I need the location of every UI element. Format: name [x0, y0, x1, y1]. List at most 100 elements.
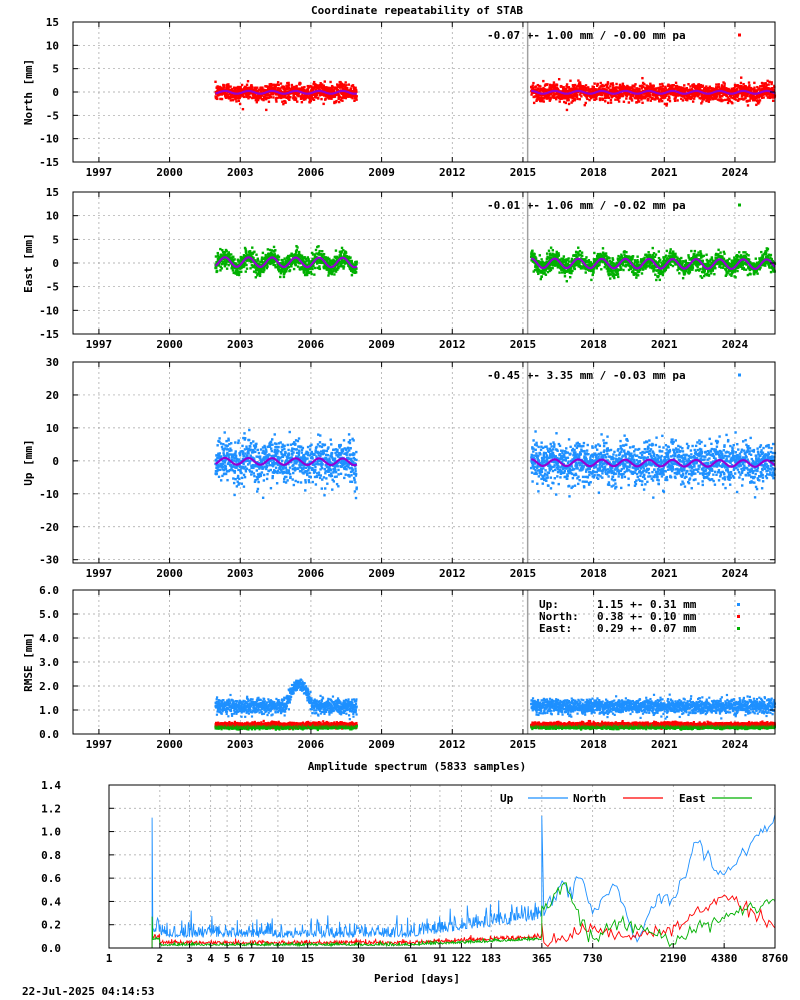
p-east-point	[350, 269, 353, 272]
p-north-point	[260, 94, 264, 97]
p-east-point	[267, 252, 270, 255]
p-north-point	[260, 98, 264, 101]
p-north-point	[683, 96, 686, 100]
p-east-point	[355, 267, 358, 270]
p-north-point	[726, 101, 730, 105]
p-east-point	[230, 253, 233, 256]
p-north-point	[707, 100, 711, 103]
p-north-point	[692, 83, 695, 86]
p-north-point	[642, 96, 646, 100]
p-east-point	[256, 274, 259, 277]
p-east-point	[574, 250, 578, 254]
p-north-point	[563, 97, 567, 100]
p-north-point	[625, 94, 629, 98]
p-north-xtick-label: 2009	[368, 166, 395, 179]
p-north-point	[751, 99, 755, 102]
p-north-point	[728, 99, 732, 103]
p-east-point	[592, 270, 595, 273]
p-east-point	[244, 254, 247, 258]
p-north-point	[550, 92, 553, 95]
p-east-point	[226, 260, 229, 263]
p-north-point	[564, 88, 568, 91]
p-north-point	[255, 101, 258, 104]
p-north-point	[532, 101, 536, 105]
p-north-point	[736, 84, 739, 87]
p-north-point	[644, 97, 647, 100]
p-north-point	[598, 98, 602, 102]
p-north-model-curve	[531, 89, 776, 95]
p-east-point	[216, 254, 220, 257]
p-north-point	[536, 92, 539, 95]
p-north-point	[699, 83, 703, 87]
p-east-point	[646, 261, 649, 265]
p-north-point	[281, 95, 284, 98]
p-north-point	[620, 85, 623, 89]
p-north-point	[292, 93, 295, 96]
p-north-point	[642, 85, 645, 89]
p-north-point	[240, 83, 244, 87]
p-east-point	[621, 262, 624, 265]
p-north-ytick-label: 5	[52, 63, 59, 76]
p-north-point	[292, 87, 296, 90]
p-east-point	[590, 278, 593, 282]
p-east-point	[283, 257, 286, 260]
p-north-point	[739, 81, 743, 85]
p-north-point	[720, 98, 723, 101]
p-east-point	[348, 259, 351, 263]
p-east-point	[631, 256, 634, 260]
p-east-point	[320, 253, 323, 256]
p-east-point	[538, 270, 541, 273]
p-east-point	[569, 268, 572, 272]
p-north-point	[232, 95, 236, 98]
p-east-point	[635, 273, 638, 277]
p-north-point	[227, 87, 230, 90]
p-east-point	[328, 272, 331, 275]
p-north-point	[315, 96, 318, 99]
p-east-point	[617, 268, 621, 271]
p-north-point	[344, 85, 347, 89]
p-east-point	[245, 267, 249, 270]
p-east-point	[641, 268, 645, 271]
p-east-point	[669, 263, 673, 267]
p-east-point	[310, 251, 314, 255]
p-east-point	[661, 273, 665, 277]
p-north-point	[227, 85, 230, 88]
p-north-point	[346, 86, 349, 90]
p-north-point	[733, 85, 737, 88]
p-north-point	[558, 100, 561, 103]
p-east-point	[562, 257, 565, 261]
p-north-point	[268, 96, 271, 99]
p-east-point	[559, 259, 562, 263]
p-east-point	[651, 264, 655, 267]
p-north-point	[216, 85, 219, 88]
p-north-point	[295, 84, 298, 88]
p-north-point	[355, 98, 358, 101]
p-east-point	[272, 258, 275, 262]
p-north-point	[310, 87, 314, 90]
p-east-point	[645, 264, 649, 267]
p-north-point	[332, 89, 336, 92]
p-north-point	[567, 86, 571, 89]
p-east-point	[237, 260, 240, 263]
p-north-point	[272, 92, 275, 96]
p-north-point	[569, 96, 573, 99]
p-east-point	[624, 265, 627, 268]
p-east-point	[650, 261, 654, 264]
p-east-point	[306, 269, 310, 272]
p-east-point	[224, 253, 228, 257]
p-north-point	[555, 97, 558, 101]
p-north-point	[333, 95, 337, 98]
p-east-point	[551, 249, 555, 252]
p-east-point	[549, 268, 553, 272]
p-east-point	[322, 253, 326, 256]
p-east-point	[311, 267, 314, 271]
p-east-point	[605, 263, 608, 267]
p-north-point	[611, 95, 614, 98]
p-east-point	[275, 266, 279, 269]
p-east-point	[639, 268, 642, 272]
p-north-point	[707, 86, 710, 90]
p-north-point	[293, 98, 296, 101]
p-east-point	[599, 260, 603, 263]
p-east-point	[269, 260, 272, 263]
p-north-point	[564, 89, 568, 93]
